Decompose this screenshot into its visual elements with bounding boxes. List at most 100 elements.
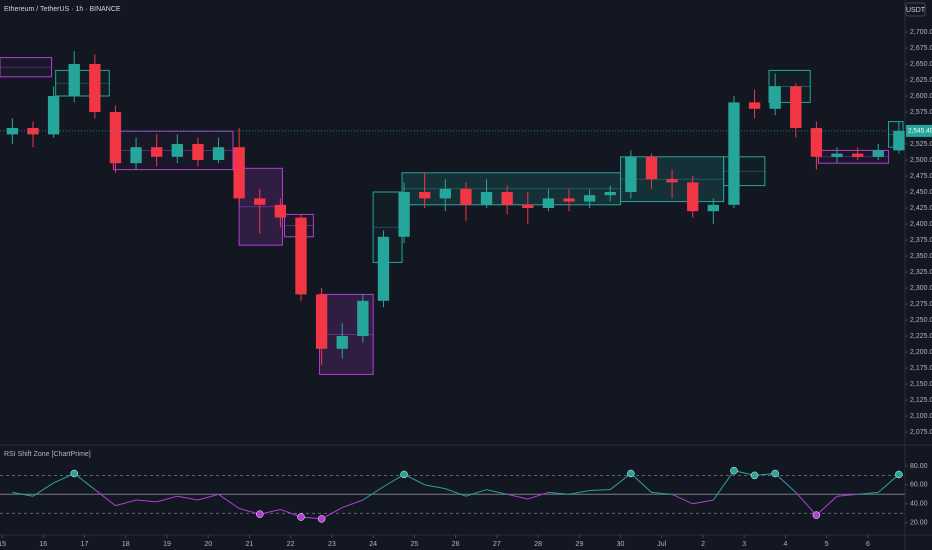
candle-body xyxy=(254,198,266,205)
rsi-line xyxy=(465,489,487,497)
candle-body xyxy=(89,64,101,112)
x-tick-label: 3 xyxy=(742,541,746,548)
candle-body xyxy=(109,112,122,164)
candle-body xyxy=(687,182,699,212)
x-tick-label: Jul xyxy=(657,541,666,548)
rsi-line xyxy=(836,493,858,497)
currency-button[interactable] xyxy=(905,2,926,17)
candle-body xyxy=(831,153,843,157)
y-tick-label: 2,325.00 xyxy=(910,269,932,276)
rsi-line xyxy=(403,473,425,486)
rsi-signal xyxy=(730,466,738,475)
rsi-line xyxy=(507,493,528,500)
last-price-label: 2,545.49 xyxy=(908,128,932,135)
candle-body xyxy=(460,188,472,205)
symbol-title: Ethereum / TetherUS · 1h · BINANCE xyxy=(4,6,121,13)
candle-body xyxy=(501,192,513,205)
y-tick-label: 2,650.00 xyxy=(910,61,932,68)
rsi-line xyxy=(568,490,590,495)
rsi-signal xyxy=(812,511,821,519)
y-tick-label: 2,300.00 xyxy=(910,285,932,292)
y-tick-label: 2,475.00 xyxy=(910,173,932,180)
candle-body xyxy=(27,128,39,135)
candle-body xyxy=(480,192,493,205)
currency-label[interactable]: USDT xyxy=(906,7,926,14)
rsi-line xyxy=(136,499,157,503)
price-pane: 2,075.00 2,100.00 2,125.00 2,150.00 2,175.00… xyxy=(0,29,932,548)
candle-body xyxy=(274,204,287,218)
candle-body xyxy=(439,188,451,199)
x-tick-label: 6 xyxy=(866,541,870,548)
rsi-line xyxy=(424,484,446,490)
rsi-line xyxy=(671,493,693,505)
candle-body xyxy=(357,300,369,336)
candle-body xyxy=(625,156,637,192)
rsi-line xyxy=(177,495,199,501)
candle-body xyxy=(604,192,616,196)
rsi-signal xyxy=(256,510,264,518)
y-tick-label: 60.00 xyxy=(910,482,928,489)
rsi-line xyxy=(877,474,900,493)
y-tick-label: 2,175.00 xyxy=(910,365,932,372)
rsi-signal xyxy=(70,469,78,478)
rsi-line xyxy=(795,492,817,516)
x-tick-label: 15 xyxy=(0,541,6,548)
y-tick-label: 2,625.00 xyxy=(910,77,932,84)
y-tick-label: 2,150.00 xyxy=(910,381,932,388)
x-tick-label: 19 xyxy=(163,541,171,548)
candle-body xyxy=(130,147,142,164)
candle-body xyxy=(542,198,555,208)
candle-body xyxy=(810,128,823,157)
x-tick-label: 16 xyxy=(39,541,47,548)
candle-body xyxy=(583,195,596,202)
rsi-signal xyxy=(895,470,903,479)
rsi-line xyxy=(651,491,673,495)
candle-body xyxy=(748,102,761,109)
candle-body xyxy=(295,217,307,295)
candle-body xyxy=(212,147,225,160)
rsi-line xyxy=(486,489,508,495)
candle-body xyxy=(851,153,864,157)
y-tick-label: 2,100.00 xyxy=(910,413,932,420)
last-price-badge xyxy=(906,124,932,137)
rsi-line xyxy=(115,499,137,507)
rsi-line xyxy=(609,473,632,490)
rsi-signal xyxy=(317,515,326,523)
candle-body xyxy=(893,130,905,151)
x-tick-label: 20 xyxy=(204,541,212,548)
rsi-line xyxy=(857,491,879,495)
rsi-line xyxy=(32,482,54,497)
rsi-line xyxy=(548,491,570,495)
x-tick-label: 30 xyxy=(617,541,625,548)
candle-body xyxy=(151,147,163,157)
candle-body xyxy=(233,147,245,199)
rsi-line xyxy=(342,499,364,509)
rsi-signal xyxy=(297,513,305,521)
y-tick-label: 2,225.00 xyxy=(910,333,932,340)
rsi-line xyxy=(321,507,343,520)
rsi-signal xyxy=(771,469,779,478)
rsi-line xyxy=(774,473,797,493)
rsi-line xyxy=(527,491,549,500)
x-tick-label: 18 xyxy=(122,541,130,548)
rsi-line xyxy=(73,473,96,490)
candle-body xyxy=(47,96,60,135)
rsi-line xyxy=(712,470,735,501)
x-tick-label: 23 xyxy=(328,541,336,548)
rsi-line xyxy=(156,495,178,503)
rsi-line xyxy=(445,488,467,497)
rsi-line xyxy=(589,489,611,492)
y-tick-label: 2,675.00 xyxy=(910,45,932,52)
candle-body xyxy=(398,192,410,237)
y-tick-label: 2,425.00 xyxy=(910,205,932,212)
y-tick-label: 2,350.00 xyxy=(910,253,932,260)
rsi-pane: 20.00 40.00 60.00 80.00 xyxy=(0,463,928,527)
x-tick-label: 17 xyxy=(81,541,89,548)
rsi-signal xyxy=(750,471,759,480)
rsi-line xyxy=(94,489,116,507)
rsi-line xyxy=(692,499,714,505)
candle-body xyxy=(171,144,183,157)
x-tick-label: 4 xyxy=(784,541,788,548)
y-tick-label: 2,600.00 xyxy=(910,93,932,100)
candle-body xyxy=(872,150,884,157)
